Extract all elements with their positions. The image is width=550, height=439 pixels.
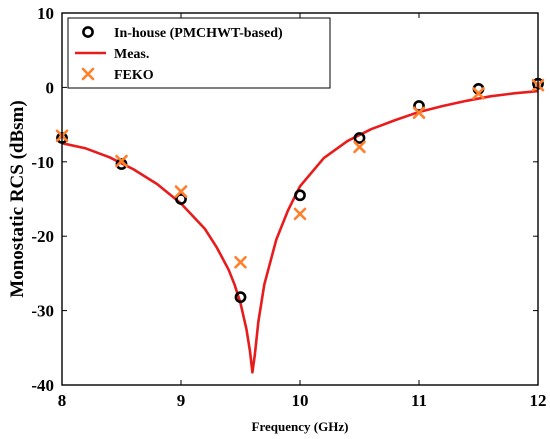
x-tick-label-1: 9 [177, 391, 186, 410]
feko-point-7 [472, 87, 485, 100]
legend-swatch-2 [81, 67, 95, 81]
y-tick-label-1: -30 [31, 302, 54, 321]
legend-label-2: FEKO [114, 68, 154, 83]
y-tick-label-2: -20 [31, 227, 54, 246]
inhouse-point-3 [234, 291, 247, 304]
feko-point-1 [115, 154, 128, 168]
feko-point-4 [293, 207, 307, 221]
series-line-meas [61, 89, 539, 374]
x-tick-label-2: 10 [292, 391, 309, 410]
plot-layer [55, 77, 545, 374]
legend-swatch-0 [82, 26, 94, 38]
feko-point-6 [412, 106, 426, 119]
y-tick-label-4: 0 [46, 78, 55, 97]
inhouse-point-4 [294, 189, 306, 202]
legend-label-1: Meas. [114, 47, 149, 62]
legend-box [67, 17, 331, 89]
legend-label-0: In-house (PMCHWT-based) [114, 26, 283, 41]
x-tick-label-3: 11 [411, 391, 427, 410]
feko-point-3 [234, 255, 247, 269]
feko-point-2 [174, 185, 188, 198]
feko-point-5 [353, 140, 366, 154]
x-axis-label: Frequency (GHz) [252, 419, 349, 434]
inhouse-point-5 [353, 132, 366, 144]
inhouse-point-6 [413, 100, 425, 112]
x-tick-label-4: 12 [530, 391, 547, 410]
legend: In-house (PMCHWT-based) Meas. FEKO [67, 17, 331, 89]
x-tick-label-0: 8 [58, 391, 67, 410]
inhouse-point-2 [175, 193, 187, 205]
y-axis-label: Monostatic RCS (dBsm) [7, 100, 28, 297]
y-tick-label-5: 10 [37, 4, 54, 23]
y-tick-label-0: -40 [31, 376, 54, 395]
axes-layer: 8 9 10 11 12 -40 -30 -20 -10 0 10 [31, 4, 546, 410]
y-tick-label-3: -10 [31, 153, 54, 172]
